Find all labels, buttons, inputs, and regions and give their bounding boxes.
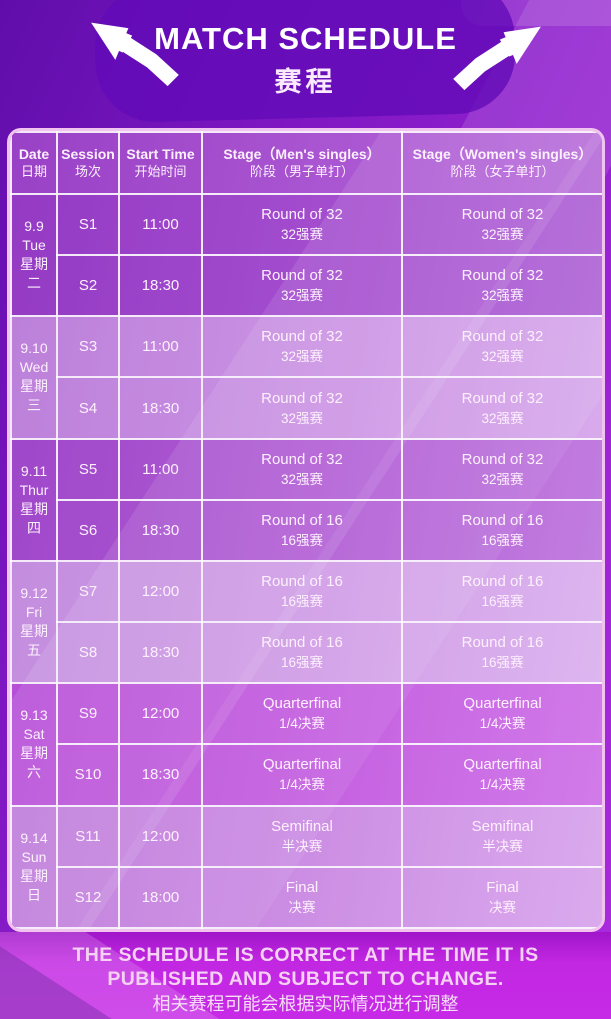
time-cell: 18:30 <box>118 743 203 807</box>
mens-stage-cell: Round of 16 16强赛 <box>201 498 403 562</box>
time-cell: 12:00 <box>118 682 203 746</box>
time-cell: 11:00 <box>118 192 203 257</box>
table-row: S6 18:30 Round of 16 16强赛 Round of 16 16… <box>11 498 602 562</box>
page-header: MATCH SCHEDULE 赛程 <box>0 0 611 128</box>
session-cell: S4 <box>56 376 120 440</box>
mens-stage-cell: Round of 32 32强赛 <box>201 437 403 501</box>
disclaimer-line-3: 相关赛程可能会根据实际情况进行调整 <box>152 994 459 1014</box>
time-cell: 12:00 <box>118 804 203 868</box>
session-cell: S3 <box>56 315 120 379</box>
womens-stage-cell: Round of 16 16强赛 <box>401 498 602 562</box>
time-cell: 18:00 <box>118 865 203 929</box>
session-cell: S1 <box>56 192 120 257</box>
column-header-session: Session 场次 <box>56 131 120 195</box>
table-row: 9.9 Tue 星期二 S1 11:00 Round of 32 32强赛 Ro… <box>10 192 602 318</box>
womens-stage-cell: Round of 32 32强赛 <box>401 254 602 318</box>
disclaimer-line-2: PUBLISHED AND SUBJECT TO CHANGE. <box>107 968 504 990</box>
mens-stage-cell: Round of 16 16强赛 <box>201 621 403 685</box>
womens-stage-cell: Round of 16 16强赛 <box>401 559 602 624</box>
page-subtitle: 赛程 <box>274 67 337 97</box>
womens-stage-cell: Round of 16 16强赛 <box>401 621 602 685</box>
column-header-mens-stage: Stage（Men's singles） 阶段（男子单打） <box>201 131 403 195</box>
womens-stage-cell: Quarterfinal 1/4决赛 <box>401 743 602 807</box>
date-cell: 9.11 Thur 星期四 <box>10 437 58 562</box>
table-row: S8 18:30 Round of 16 16强赛 Round of 16 16… <box>11 621 602 685</box>
mens-stage-cell: Semifinal 半决赛 <box>201 804 403 868</box>
session-cell: S8 <box>56 621 120 685</box>
time-cell: 18:30 <box>118 376 203 440</box>
table-row: 9.12 Fri 星期五 S7 12:00 Round of 16 16强赛 R… <box>10 559 602 685</box>
womens-stage-cell: Quarterfinal 1/4决赛 <box>401 682 602 746</box>
date-cell: 9.12 Fri 星期五 <box>10 559 58 685</box>
session-cell: S7 <box>56 559 120 624</box>
date-cell: 9.13 Sat 星期六 <box>10 682 58 807</box>
table-row: 9.11 Thur 星期四 S5 11:00 Round of 32 32强赛 … <box>10 437 602 562</box>
womens-stage-cell: Semifinal 半决赛 <box>401 804 602 868</box>
table-row: S12 18:00 Final 决赛 Final 决赛 <box>11 865 602 929</box>
table-row: 9.13 Sat 星期六 S9 12:00 Quarterfinal 1/4决赛… <box>10 682 602 807</box>
mens-stage-cell: Round of 32 32强赛 <box>201 192 403 257</box>
time-cell: 18:30 <box>118 254 203 318</box>
session-cell: S9 <box>56 682 120 746</box>
schedule-table-container: Date 日期 Session 场次 Start Time 开始时间 Stage… <box>7 128 605 932</box>
date-cell: 9.10 Wed 星期三 <box>10 315 58 440</box>
womens-stage-cell: Round of 32 32强赛 <box>401 437 602 501</box>
time-cell: 11:00 <box>118 437 203 501</box>
mens-stage-cell: Round of 32 32强赛 <box>201 315 403 379</box>
time-cell: 11:00 <box>118 315 203 379</box>
mens-stage-cell: Quarterfinal 1/4决赛 <box>201 682 403 746</box>
womens-stage-cell: Round of 32 32强赛 <box>401 192 602 257</box>
session-cell: S2 <box>56 254 120 318</box>
session-cell: S12 <box>56 865 120 929</box>
column-header-womens-stage: Stage（Women's singles） 阶段（女子单打） <box>401 131 602 195</box>
mens-stage-cell: Final 决赛 <box>201 865 403 929</box>
womens-stage-cell: Round of 32 32强赛 <box>401 376 602 440</box>
page-title: MATCH SCHEDULE <box>154 21 457 56</box>
time-cell: 12:00 <box>118 559 203 624</box>
disclaimer-line-1: THE SCHEDULE IS CORRECT AT THE TIME IT I… <box>72 944 539 966</box>
mens-stage-cell: Round of 16 16强赛 <box>201 559 403 624</box>
mens-stage-cell: Round of 32 32强赛 <box>201 254 403 318</box>
mens-stage-cell: Round of 32 32强赛 <box>201 376 403 440</box>
table-row: S10 18:30 Quarterfinal 1/4决赛 Quarterfina… <box>11 743 602 807</box>
mens-stage-cell: Quarterfinal 1/4决赛 <box>201 743 403 807</box>
session-cell: S5 <box>56 437 120 501</box>
session-cell: S10 <box>56 743 120 807</box>
column-header-date: Date 日期 <box>10 131 58 195</box>
table-row: S4 18:30 Round of 32 32强赛 Round of 32 32… <box>11 376 602 440</box>
womens-stage-cell: Final 决赛 <box>401 865 602 929</box>
schedule-table: Date 日期 Session 场次 Start Time 开始时间 Stage… <box>10 131 602 929</box>
table-header-row: Date 日期 Session 场次 Start Time 开始时间 Stage… <box>10 131 602 195</box>
disclaimer-footer: THE SCHEDULE IS CORRECT AT THE TIME IT I… <box>0 932 611 1019</box>
arrow-up-left-icon <box>86 17 182 87</box>
table-row: S2 18:30 Round of 32 32强赛 Round of 32 32… <box>11 254 602 318</box>
arrow-up-right-icon <box>450 21 546 91</box>
column-header-start-time: Start Time 开始时间 <box>118 131 203 195</box>
time-cell: 18:30 <box>118 498 203 562</box>
date-cell: 9.14 Sun 星期日 <box>10 804 58 929</box>
session-cell: S6 <box>56 498 120 562</box>
date-cell: 9.9 Tue 星期二 <box>10 192 58 318</box>
womens-stage-cell: Round of 32 32强赛 <box>401 315 602 379</box>
table-row: 9.10 Wed 星期三 S3 11:00 Round of 32 32强赛 R… <box>10 315 602 440</box>
time-cell: 18:30 <box>118 621 203 685</box>
session-cell: S11 <box>56 804 120 868</box>
table-row: 9.14 Sun 星期日 S11 12:00 Semifinal 半决赛 Sem… <box>10 804 602 929</box>
